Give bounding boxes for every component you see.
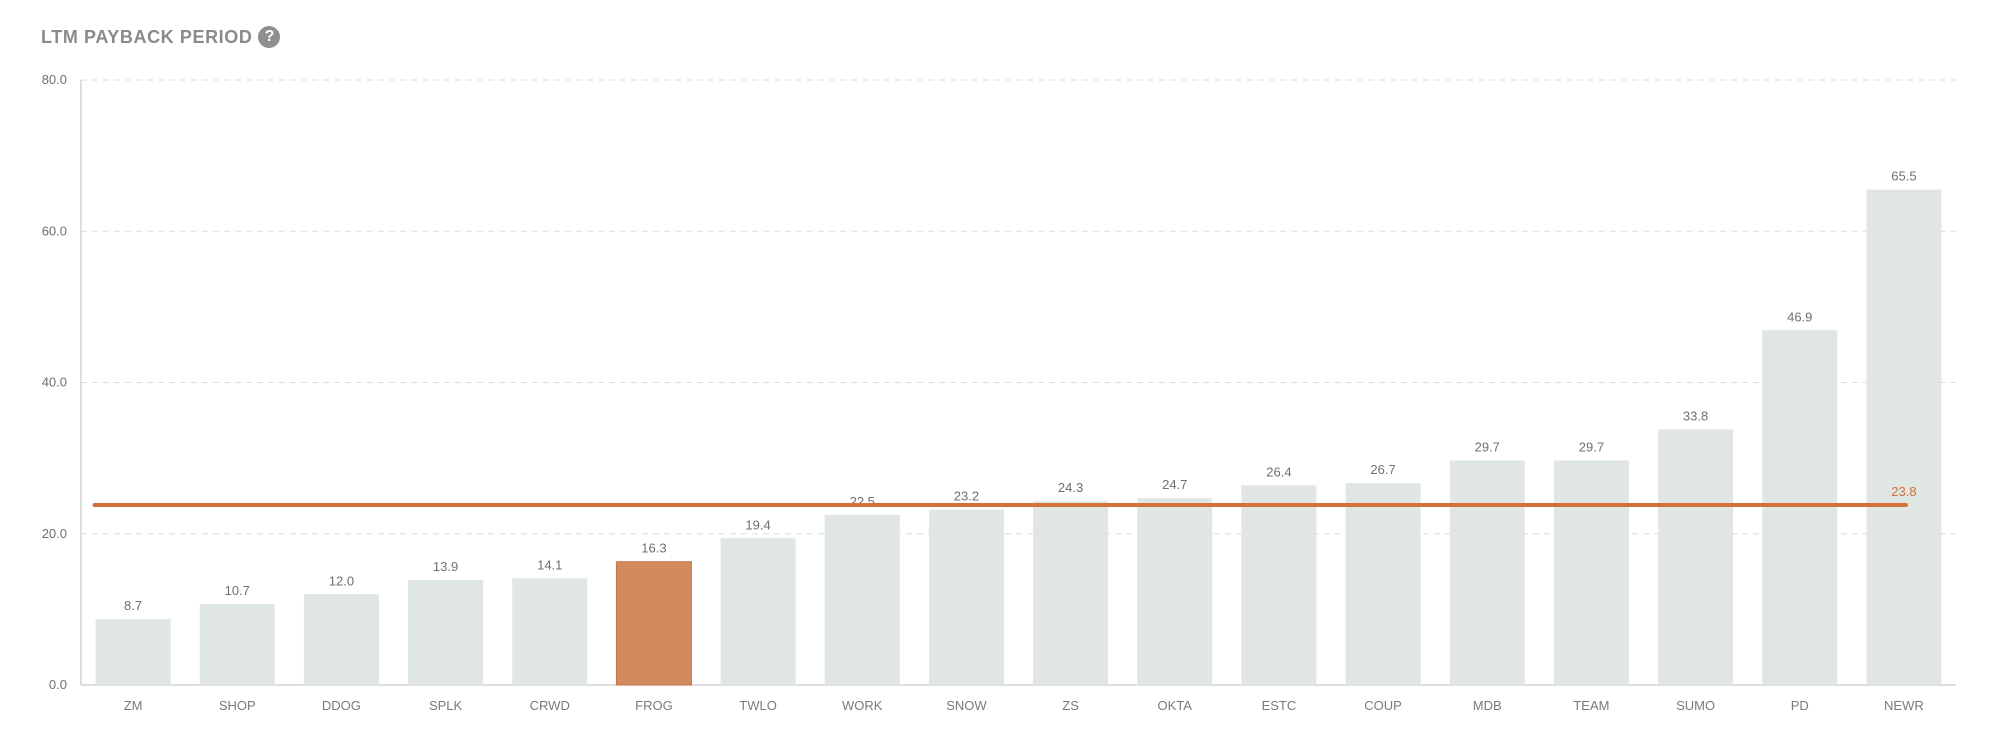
bar-mdb[interactable] bbox=[1449, 460, 1525, 685]
x-tick-label: FROG bbox=[635, 698, 673, 713]
bar-ddog[interactable] bbox=[303, 594, 379, 685]
x-tick-label: NEWR bbox=[1884, 698, 1924, 713]
bar-okta[interactable] bbox=[1137, 498, 1213, 685]
data-label: 26.7 bbox=[1370, 462, 1395, 477]
bar-crwd[interactable] bbox=[512, 578, 588, 685]
x-tick-label: ESTC bbox=[1262, 698, 1297, 713]
question-icon[interactable]: ? bbox=[258, 26, 281, 48]
x-tick-label: SNOW bbox=[946, 698, 987, 713]
bar-frog[interactable] bbox=[615, 561, 692, 686]
bar-zm[interactable] bbox=[95, 619, 171, 685]
y-tick-label: 0.0 bbox=[49, 677, 67, 692]
data-label: 23.2 bbox=[954, 489, 979, 504]
data-label: 29.7 bbox=[1475, 439, 1500, 454]
bar-twlo[interactable] bbox=[720, 538, 796, 685]
bar-splk[interactable] bbox=[408, 579, 484, 685]
data-label: 19.4 bbox=[745, 517, 770, 532]
chart-header: LTM PAYBACK PERIOD ? bbox=[41, 26, 281, 48]
data-label: 13.9 bbox=[433, 559, 458, 574]
data-label: 16.3 bbox=[641, 541, 666, 556]
data-label: 10.7 bbox=[225, 583, 250, 598]
bar-coup[interactable] bbox=[1345, 483, 1421, 685]
data-label: 65.5 bbox=[1891, 169, 1916, 184]
x-tick-label: MDB bbox=[1473, 698, 1502, 713]
x-tick-label: OKTA bbox=[1158, 698, 1193, 713]
data-label: 29.7 bbox=[1579, 439, 1604, 454]
bar-work[interactable] bbox=[824, 514, 900, 685]
y-tick-label: 80.0 bbox=[42, 72, 67, 87]
y-tick-label: 40.0 bbox=[42, 375, 67, 390]
x-tick-label: SPLK bbox=[429, 698, 463, 713]
y-tick-label: 20.0 bbox=[42, 526, 67, 541]
x-tick-label: TEAM bbox=[1573, 698, 1609, 713]
bar-team[interactable] bbox=[1553, 460, 1629, 685]
bar-estc[interactable] bbox=[1241, 485, 1317, 685]
bar-zs[interactable] bbox=[1033, 501, 1109, 685]
y-tick-label: 60.0 bbox=[42, 223, 67, 238]
data-label: 46.9 bbox=[1787, 309, 1812, 324]
data-label: 24.3 bbox=[1058, 480, 1083, 495]
average-line-label: 23.8 bbox=[1891, 484, 1916, 499]
data-label: 14.1 bbox=[537, 557, 562, 572]
x-tick-label: DDOG bbox=[322, 698, 361, 713]
x-tick-label: SHOP bbox=[219, 698, 256, 713]
data-label: 33.8 bbox=[1683, 408, 1708, 423]
x-tick-label: WORK bbox=[842, 698, 883, 713]
x-tick-label: ZM bbox=[124, 698, 143, 713]
x-tick-label: CRWD bbox=[530, 698, 570, 713]
bar-sumo[interactable] bbox=[1658, 429, 1734, 685]
bar-shop[interactable] bbox=[199, 604, 275, 685]
data-label: 12.0 bbox=[329, 573, 354, 588]
data-label: 8.7 bbox=[124, 598, 142, 613]
bar-pd[interactable] bbox=[1762, 330, 1838, 685]
x-tick-label: ZS bbox=[1062, 698, 1079, 713]
chart-title: LTM PAYBACK PERIOD bbox=[41, 26, 253, 47]
data-label: 24.7 bbox=[1162, 477, 1187, 492]
x-tick-label: PD bbox=[1791, 698, 1809, 713]
x-tick-label: COUP bbox=[1364, 698, 1402, 713]
x-tick-label: SUMO bbox=[1676, 698, 1715, 713]
data-label: 26.4 bbox=[1266, 464, 1291, 479]
bar-newr[interactable] bbox=[1866, 189, 1942, 685]
bar-snow[interactable] bbox=[928, 509, 1004, 685]
x-tick-label: TWLO bbox=[739, 698, 777, 713]
